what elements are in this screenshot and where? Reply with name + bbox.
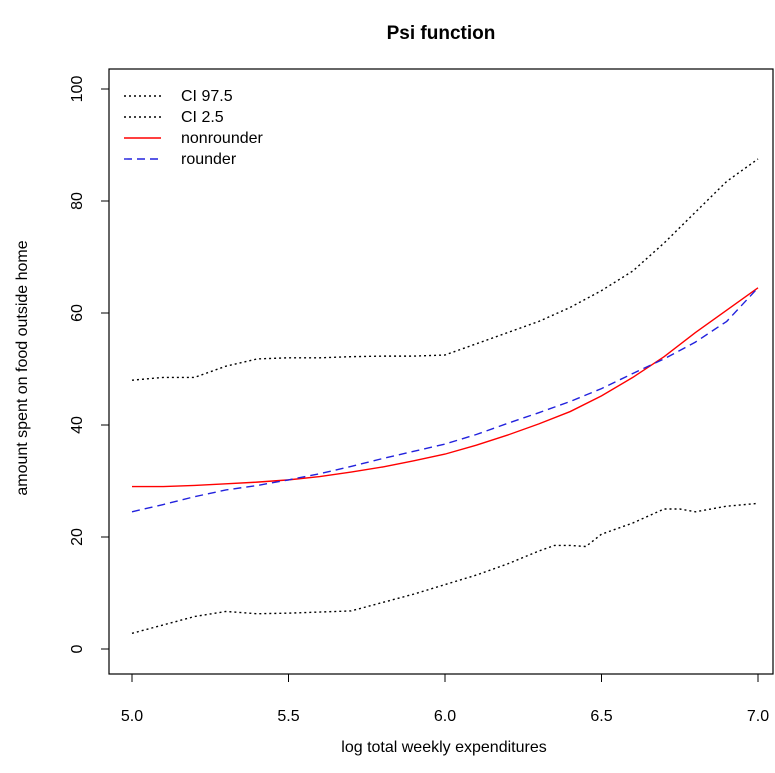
series-line-rounder [131,287,759,513]
legend: CI 97.5 CI 2.5 nonrounder rounder [124,88,264,168]
x-tick-label: 7.0 [747,708,769,725]
x-axis: 5.0 5.5 6.0 6.5 7.0 [121,673,769,725]
series-layer [131,158,759,634]
y-tick-label: 100 [69,76,86,103]
x-tick-label: 6.5 [590,708,612,725]
y-tick-label: 60 [69,304,86,322]
chart-title: Psi function [387,23,496,44]
x-tick-label: 6.0 [434,708,456,725]
legend-label: CI 97.5 [181,88,233,105]
y-tick-label: 0 [69,644,86,653]
legend-label: rounder [181,151,237,168]
x-tick-label: 5.5 [277,708,299,725]
legend-label: nonrounder [181,130,264,147]
x-axis-label: log total weekly expenditures [341,739,546,756]
y-tick-label: 20 [69,528,86,546]
series-line-ci-2-5 [131,502,759,634]
y-axis-label: amount spent on food outside home [14,240,31,495]
series-line-nonrounder [132,287,759,488]
y-tick-label: 40 [69,416,86,434]
legend-label: CI 2.5 [181,109,224,126]
series-line-ci-97-5 [131,158,759,381]
y-tick-label: 80 [69,192,86,210]
x-tick-label: 5.0 [121,708,143,725]
y-axis: 0 20 40 60 80 100 [69,76,110,653]
